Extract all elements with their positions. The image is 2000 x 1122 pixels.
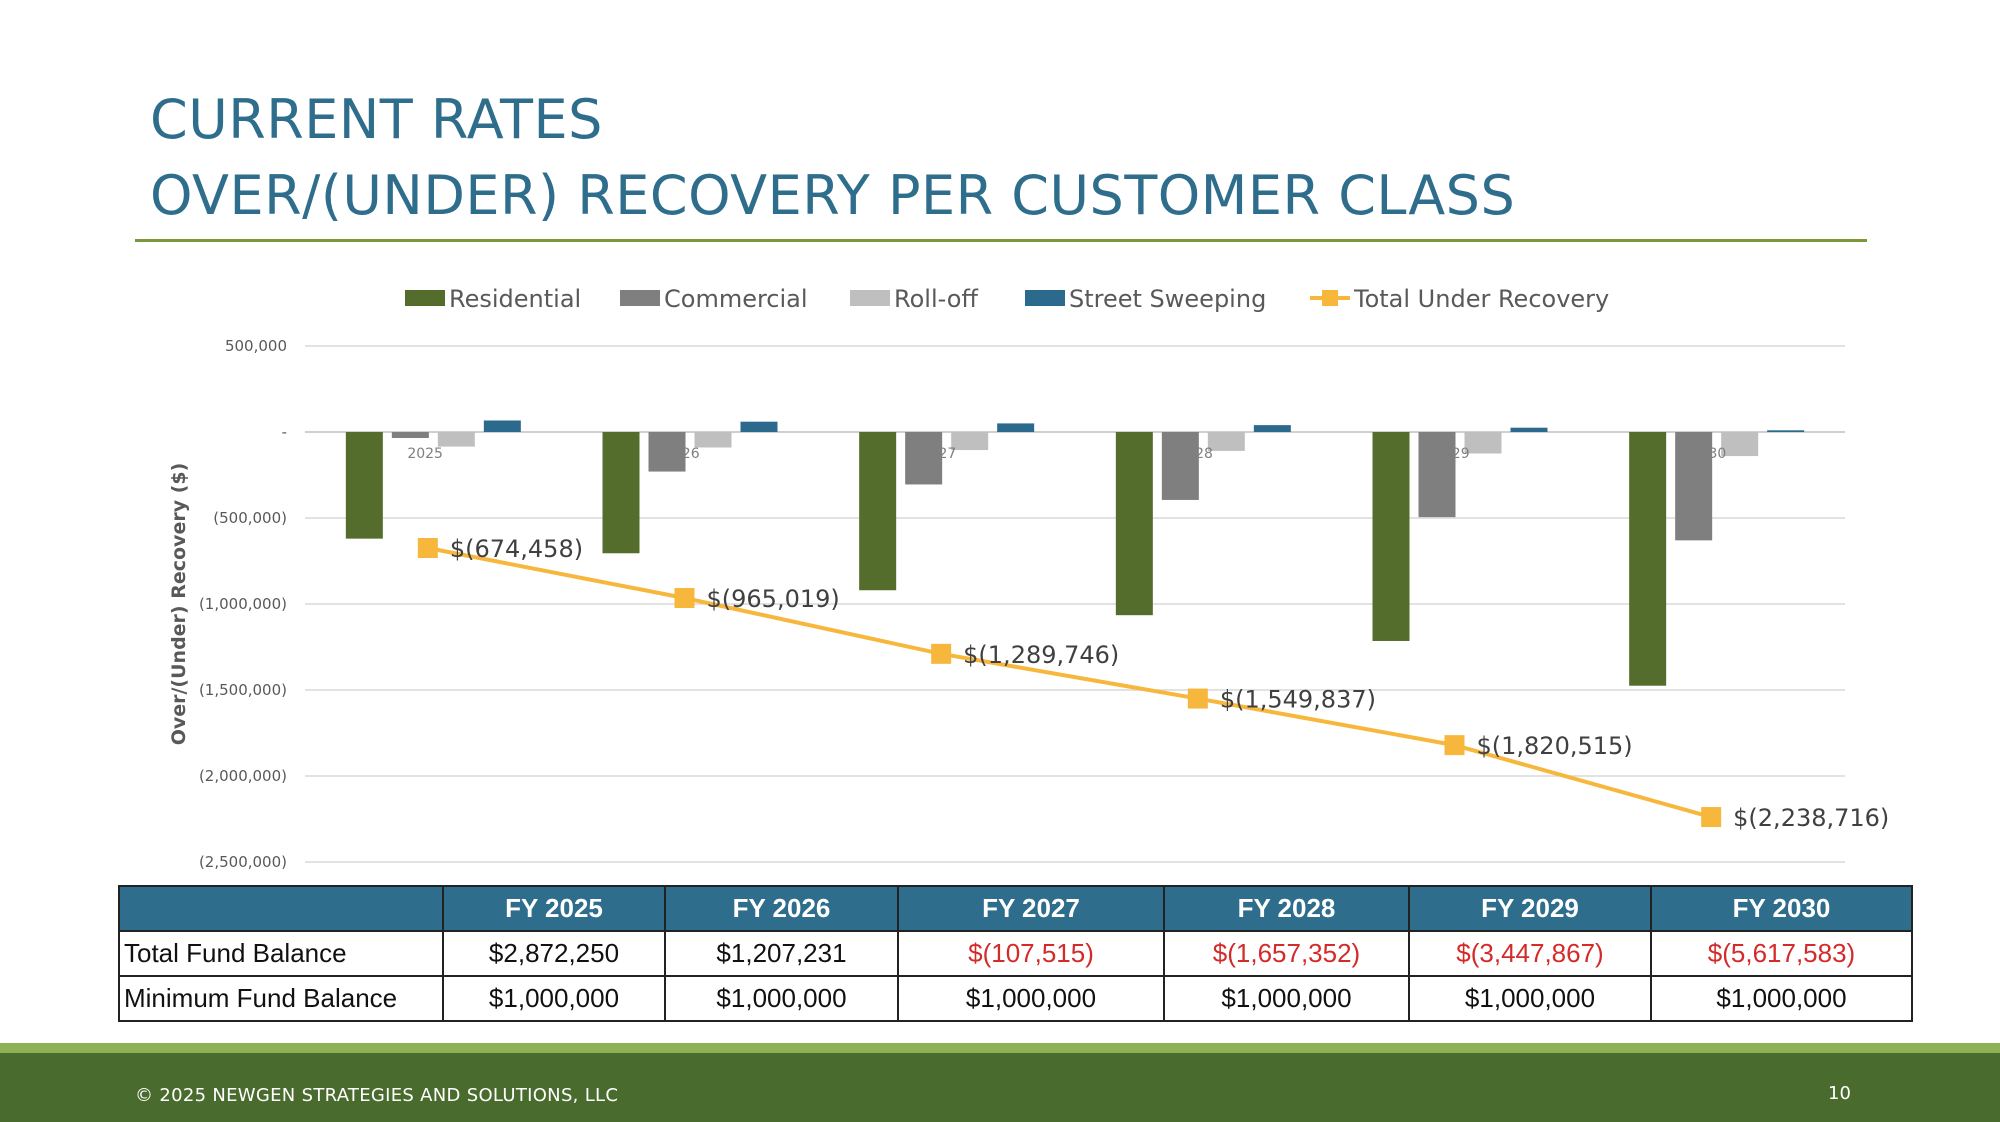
- total-line-marker: [417, 538, 438, 559]
- legend-swatch-commercial: [620, 290, 660, 306]
- row-label: Total Fund Balance: [118, 930, 444, 977]
- total-line-marker: [1701, 807, 1722, 828]
- total-data-label: $(1,820,515): [1477, 732, 1633, 760]
- table-cell-negative: $(107,515): [897, 930, 1165, 977]
- legend-swatch-roll-off: [850, 290, 890, 306]
- footer-accent-stripe: [0, 1043, 2000, 1053]
- total-line-marker: [1444, 735, 1465, 756]
- bar-roll-off: [951, 432, 989, 451]
- table-header-row: FY 2025 FY 2026 FY 2027 FY 2028 FY 2029 …: [118, 885, 1913, 932]
- table-cell: $2,872,250: [442, 930, 666, 977]
- bar-commercial: [648, 432, 686, 472]
- y-tick-label: (1,500,000): [199, 681, 287, 699]
- legend-label: Roll-off: [894, 285, 978, 313]
- bar-street-sweeping: [1510, 427, 1548, 432]
- table-row-total-fund-balance: Total Fund Balance $2,872,250 $1,207,231…: [118, 930, 1913, 977]
- legend-swatch-residential: [405, 290, 445, 306]
- table-header-fy2029: FY 2029: [1408, 885, 1652, 932]
- table-header-fy2028: FY 2028: [1163, 885, 1410, 932]
- bar-residential: [1372, 432, 1410, 641]
- bar-residential: [859, 432, 897, 591]
- table-cell: $1,000,000: [1650, 975, 1913, 1022]
- recovery-chart: 500,000 - (500,000) (1,000,000) (1,500,000) (…: [168, 285, 1889, 871]
- total-data-label: $(1,289,746): [963, 641, 1119, 669]
- legend-swatch-marker: [1322, 290, 1338, 306]
- table-cell-negative: $(1,657,352): [1163, 930, 1410, 977]
- y-tick-label: -: [282, 423, 287, 441]
- table-header-fy2025: FY 2025: [442, 885, 666, 932]
- x-category-label: 2025: [407, 446, 443, 462]
- bar-residential: [1115, 432, 1153, 616]
- bar-residential: [1629, 432, 1667, 686]
- bar-roll-off: [1721, 432, 1759, 457]
- bar-street-sweeping: [997, 423, 1035, 432]
- bar-residential: [345, 432, 383, 539]
- bar-commercial: [905, 432, 943, 485]
- x-category-label: 2029: [1434, 446, 1470, 462]
- total-under-recovery-line: [427, 546, 1712, 819]
- fund-balance-table: FY 2025 FY 2026 FY 2027 FY 2028 FY 2029 …: [118, 885, 1913, 1022]
- legend-label: Commercial: [664, 285, 808, 313]
- legend-label: Residential: [449, 285, 581, 313]
- table-header-blank: [118, 885, 444, 932]
- table-row-minimum-fund-balance: Minimum Fund Balance $1,000,000 $1,000,0…: [118, 975, 1913, 1022]
- bar-commercial: [391, 432, 429, 439]
- x-category-label: 2027: [921, 446, 957, 462]
- title-underline: [135, 239, 1867, 242]
- x-category-label: 2030: [1691, 446, 1727, 462]
- bar-street-sweeping: [483, 420, 521, 432]
- bar-commercial: [1418, 432, 1456, 518]
- bar-street-sweeping: [1253, 425, 1291, 432]
- x-category-label: 2028: [1177, 446, 1213, 462]
- table-cell-negative: $(3,447,867): [1408, 930, 1652, 977]
- footer-copyright: © 2025 NEWGEN STRATEGIES AND SOLUTIONS, …: [135, 1085, 619, 1106]
- bar-roll-off: [437, 432, 475, 447]
- legend-label: Street Sweeping: [1069, 285, 1266, 313]
- y-tick-label: (2,000,000): [199, 767, 287, 785]
- footer-bar: [0, 1053, 2000, 1122]
- slide-title-line1: CURRENT RATES: [150, 88, 603, 151]
- table-cell: $1,000,000: [1163, 975, 1410, 1022]
- total-line-marker: [1187, 688, 1208, 709]
- bar-street-sweeping: [1767, 430, 1805, 432]
- legend-label: Total Under Recovery: [1353, 285, 1609, 313]
- y-axis-title: Over/(Under) Recovery ($): [168, 463, 190, 746]
- y-tick-label: 500,000: [225, 337, 287, 355]
- table-cell: $1,207,231: [664, 930, 899, 977]
- table-cell: $1,000,000: [1408, 975, 1652, 1022]
- bar-residential: [602, 432, 640, 554]
- bar-roll-off: [1464, 432, 1502, 454]
- total-line-marker: [931, 643, 952, 664]
- total-data-label: $(674,458): [450, 535, 583, 563]
- row-label: Minimum Fund Balance: [118, 975, 444, 1022]
- total-data-label: $(2,238,716): [1733, 804, 1889, 832]
- table-header-fy2026: FY 2026: [664, 885, 899, 932]
- total-line-marker: [674, 587, 695, 608]
- legend-swatch-street-sweeping: [1025, 290, 1065, 306]
- bar-commercial: [1161, 432, 1199, 500]
- bar-commercial: [1675, 432, 1713, 541]
- table-cell: $1,000,000: [897, 975, 1165, 1022]
- table-cell-negative: $(5,617,583): [1650, 930, 1913, 977]
- y-tick-label: (500,000): [213, 509, 287, 527]
- page-number: 10: [1828, 1083, 1851, 1104]
- bar-roll-off: [694, 432, 732, 448]
- table-cell: $1,000,000: [442, 975, 666, 1022]
- table-header-fy2030: FY 2030: [1650, 885, 1913, 932]
- bar-street-sweeping: [740, 421, 778, 432]
- bar-roll-off: [1207, 432, 1245, 451]
- y-tick-label: (1,000,000): [199, 595, 287, 613]
- table-header-fy2027: FY 2027: [897, 885, 1165, 932]
- y-tick-label: (2,500,000): [199, 853, 287, 871]
- slide-title-line2: OVER/(UNDER) RECOVERY PER CUSTOMER CLASS: [150, 164, 1516, 227]
- table-cell: $1,000,000: [664, 975, 899, 1022]
- slide-title: CURRENT RATES OVER/(UNDER) RECOVERY PER …: [150, 82, 1515, 234]
- x-category-label: 2026: [664, 446, 700, 462]
- total-data-label: $(965,019): [707, 585, 840, 613]
- total-data-label: $(1,549,837): [1220, 686, 1376, 714]
